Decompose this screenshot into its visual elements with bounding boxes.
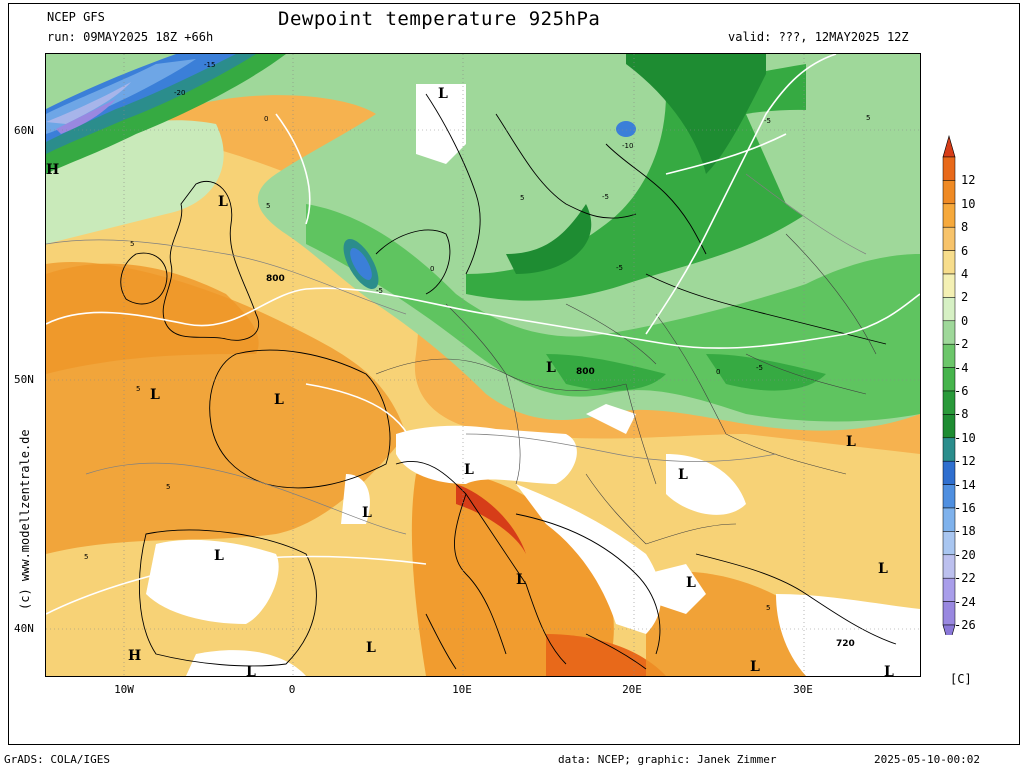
chart-title: Dewpoint temperature 925hPa	[278, 8, 601, 30]
contour-label-0-a: 0	[264, 115, 268, 123]
low-label-6: L	[464, 462, 474, 478]
colorbar-level-label: 12	[961, 173, 976, 188]
low-label-11: L	[678, 467, 688, 483]
contour-label-5-f: 5	[84, 553, 88, 561]
low-label-5: L	[546, 360, 556, 376]
low-label-2: L	[438, 86, 448, 102]
contour-label-m10: -10	[622, 142, 633, 150]
footer-software: GrADS: COLA/IGES	[4, 753, 110, 766]
low-label-10: L	[366, 640, 376, 656]
contour-label-m20: -20	[174, 89, 185, 97]
colorbar-level-label: -10	[954, 430, 976, 445]
contour-label-5-d: 5	[136, 385, 140, 393]
colorbar-level-label: 10	[961, 196, 976, 211]
contour-label-5-h: 5	[766, 604, 770, 612]
contour-label-m5-e: -5	[376, 287, 383, 295]
colorbar-unit: [C]	[950, 672, 972, 686]
colorbar-swatch	[942, 226, 956, 251]
colorbar-swatch	[942, 203, 956, 228]
lon-tick-10w: 10W	[114, 683, 134, 696]
low-label-7: L	[362, 505, 372, 521]
colorbar-level-label: 2	[961, 290, 969, 305]
lon-tick-30e: 30E	[793, 683, 813, 696]
low-label-1: L	[218, 194, 228, 210]
contour-label-m5-d: -5	[756, 364, 763, 372]
colorbar-level-label: -22	[954, 571, 976, 586]
contour-label-m5-b: -5	[602, 193, 609, 201]
run-time: run: 09MAY2025 18Z +66h	[47, 30, 214, 44]
contour-label-m15: -15	[204, 61, 215, 69]
colorbar-level-label: -4	[954, 360, 969, 375]
colorbar-level-label: -12	[954, 454, 976, 469]
colorbar-level-label: -2	[954, 337, 969, 352]
colorbar-swatch	[942, 156, 956, 181]
geopotential-label-800-west: 800	[266, 274, 285, 284]
contour-label-5-e: 5	[166, 483, 170, 491]
low-label-3: L	[150, 387, 160, 403]
low-label-16: L	[884, 664, 894, 676]
lon-tick-20e: 20E	[622, 683, 642, 696]
low-label-12: L	[686, 575, 696, 591]
geopotential-label-720: 720	[836, 639, 855, 649]
contour-label-5-c: 5	[520, 194, 524, 202]
colorbar-level-label: -16	[954, 501, 976, 515]
colorbar-swatch	[942, 273, 956, 298]
contour-label-0-c: 0	[716, 368, 720, 376]
contour-label-m5-c: -5	[616, 264, 623, 272]
colorbar-level-label: -24	[954, 594, 976, 609]
model-name: NCEP GFS	[47, 10, 105, 24]
low-label-17: L	[246, 664, 256, 676]
colorbar-swatch	[942, 250, 956, 275]
copyright-text: (c) www.modellzentrale.de	[18, 429, 32, 610]
colorbar-swatch	[942, 180, 956, 205]
lat-tick-50n: 50N	[14, 373, 34, 386]
contour-label-0-b: 0	[430, 265, 434, 273]
low-label-15: L	[750, 659, 760, 675]
colorbar-level-label: -20	[954, 547, 976, 562]
low-label-9: L	[516, 572, 526, 588]
contour-label-5-a: 5	[130, 240, 134, 248]
colorbar-level-label: 6	[961, 243, 969, 258]
colorbar	[940, 134, 1020, 648]
geopotential-label-800-east: 800	[576, 367, 595, 377]
colorbar-level-label: 0	[961, 313, 969, 328]
lat-tick-60n: 60N	[14, 124, 34, 137]
colorbar-level-label: 4	[961, 267, 969, 281]
contour-label-m5-a: -5	[764, 117, 771, 125]
lat-tick-40n: 40N	[14, 622, 34, 635]
high-label-2: H	[128, 648, 141, 664]
colorbar-level-label: -18	[954, 524, 976, 539]
colorbar-level-label: -8	[954, 407, 969, 422]
lon-tick-10e: 10E	[452, 683, 472, 696]
footer-timestamp: 2025-05-10-00:02	[874, 753, 980, 766]
low-label-14: L	[878, 561, 888, 577]
contour-label-5-g: 5	[866, 114, 870, 122]
valid-time: valid: ???, 12MAY2025 12Z	[728, 30, 909, 44]
low-label-8: L	[214, 548, 224, 564]
low-label-13: L	[846, 434, 856, 450]
low-label-4: L	[274, 392, 284, 408]
colorbar-level-label: -14	[954, 477, 976, 492]
colorbar-level-label: 8	[961, 220, 969, 235]
figure-frame	[8, 3, 1020, 745]
colorbar-top-arrow	[942, 134, 956, 158]
weather-map: H L L L L L L L L L L L L L L L L L H 80…	[45, 53, 921, 677]
high-label-1: H	[46, 162, 59, 178]
colorbar-level-label: -26	[954, 618, 976, 632]
colorbar-swatch	[942, 297, 956, 322]
contour-label-5-b: 5	[266, 202, 270, 210]
colorbar-level-label: -6	[954, 384, 969, 398]
lon-tick-0: 0	[288, 683, 296, 696]
footer-credits: data: NCEP; graphic: Janek Zimmer	[558, 753, 777, 766]
